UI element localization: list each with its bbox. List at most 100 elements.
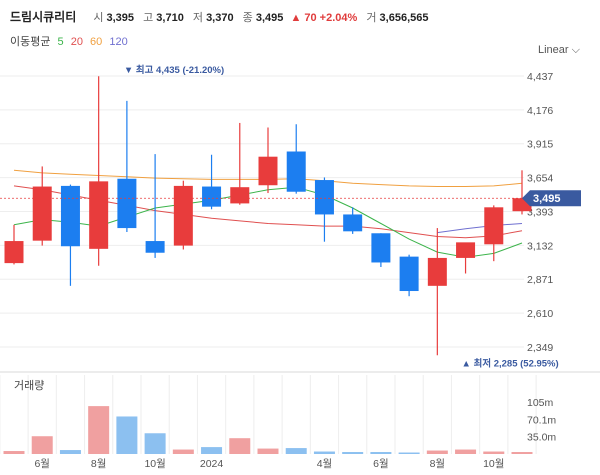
volume-tick-label: 35.0m <box>527 432 556 444</box>
volume-label: 거 <box>366 12 377 24</box>
y-tick-label: 2,349 <box>527 342 553 354</box>
candle-body <box>258 156 278 186</box>
x-tick-label: 4월 <box>317 458 333 470</box>
y-tick-label: 3,654 <box>527 173 553 185</box>
candle <box>427 228 447 356</box>
y-tick-label: 3,132 <box>527 240 553 252</box>
candle <box>343 207 363 234</box>
x-tick-label: 10월 <box>483 458 504 470</box>
volume-tick-label: 105m <box>527 397 554 409</box>
volume-title: 거래량 <box>14 379 44 392</box>
ma-legend-title: 이동평균 <box>10 36 51 48</box>
volume-bar <box>285 448 307 454</box>
candle <box>314 177 334 242</box>
volume-bar <box>483 451 505 454</box>
close-value: 3,495 <box>255 12 284 24</box>
volume-tick-label: 70.1m <box>527 414 556 426</box>
candle-body <box>286 151 306 192</box>
volume-bar <box>116 416 138 454</box>
candle <box>60 184 80 286</box>
candle-body <box>173 185 193 246</box>
low-label: 저 <box>192 12 203 24</box>
volume-bar <box>313 451 335 454</box>
candle <box>258 127 278 194</box>
volume-bar <box>3 451 25 454</box>
candle-body <box>89 181 109 249</box>
candle <box>484 205 504 262</box>
volume-bar <box>31 436 53 454</box>
volume-bar <box>257 448 279 454</box>
candle <box>4 224 24 265</box>
high-label: 고 <box>143 12 154 24</box>
candle-body <box>399 256 419 292</box>
ma-legend-120[interactable]: 120 <box>109 36 128 48</box>
candle-body <box>371 233 391 263</box>
y-tick-label: 3,393 <box>527 206 553 218</box>
x-tick-label: 2024 <box>200 458 224 470</box>
candle <box>117 100 137 232</box>
volume-bar <box>229 438 251 454</box>
scale-label: Linear <box>538 44 569 56</box>
candle-body <box>484 207 504 245</box>
candle-body <box>117 178 137 229</box>
volume-bar <box>144 433 166 454</box>
candle-body <box>202 186 222 207</box>
open-value: 3,395 <box>106 12 135 24</box>
candle-body <box>343 214 363 232</box>
volume-bar <box>201 447 223 454</box>
y-tick-label: 2,610 <box>527 308 553 320</box>
y-tick-label: 4,176 <box>527 105 553 117</box>
ma-legend-5[interactable]: 5 <box>57 36 64 48</box>
x-tick-label: 8월 <box>91 458 107 470</box>
volume-bar <box>370 452 392 454</box>
candle-body <box>60 185 80 247</box>
ma120-line <box>437 223 523 234</box>
open-label: 시 <box>93 12 104 24</box>
candle-body <box>427 257 447 286</box>
candle <box>89 76 109 266</box>
candle-body <box>32 186 52 241</box>
ma-legend-60[interactable]: 60 <box>90 36 103 48</box>
y-tick-label: 2,871 <box>527 274 553 286</box>
scale-selector[interactable]: Linear ⌵ <box>538 44 580 57</box>
candle <box>371 233 391 268</box>
x-tick-label: 6월 <box>34 458 50 470</box>
chevron-down-icon: ⌵ <box>571 44 580 56</box>
volume-bar <box>88 406 110 454</box>
x-tick-label: 10월 <box>144 458 165 470</box>
current-price-tag <box>522 190 581 207</box>
candle <box>202 154 222 210</box>
change-value: ▲ 70 +2.04% <box>290 12 358 24</box>
candle <box>456 242 476 274</box>
low-value: 3,370 <box>206 12 234 24</box>
high-value: 3,710 <box>156 12 184 24</box>
candle <box>286 124 306 194</box>
low-annotation: ▲ 최저 2,285 (52.95%) <box>462 357 559 369</box>
volume-bar <box>426 450 448 454</box>
volume-bar <box>398 452 420 454</box>
candle-body <box>145 241 165 253</box>
current-price-label: 3,495 <box>533 193 561 205</box>
candle <box>32 166 52 246</box>
candle <box>145 154 165 258</box>
volume-bar <box>172 449 194 454</box>
volume-bar <box>511 452 533 454</box>
volume-bar <box>455 449 477 454</box>
volume-bar <box>59 450 81 454</box>
y-tick-label: 4,437 <box>527 71 553 83</box>
volume-bar <box>342 452 364 454</box>
candle-body <box>230 187 250 204</box>
ma-legend-20[interactable]: 20 <box>70 36 83 48</box>
candle <box>173 180 193 250</box>
high-annotation: ▼ 최고 4,435 (-21.20%) <box>124 64 224 76</box>
candle-body <box>4 241 24 264</box>
candle-body <box>314 180 334 215</box>
x-tick-label: 6월 <box>373 458 389 470</box>
stock-header: 드림시큐리티 시 3,395 고 3,710 저 3,370 종 3,495 ▲… <box>10 8 428 25</box>
candle <box>230 122 250 205</box>
close-label: 종 <box>242 12 253 24</box>
candle-body <box>456 242 476 258</box>
ma-legend: 이동평균 5 20 60 120 <box>10 33 128 49</box>
x-tick-label: 8월 <box>430 458 446 470</box>
